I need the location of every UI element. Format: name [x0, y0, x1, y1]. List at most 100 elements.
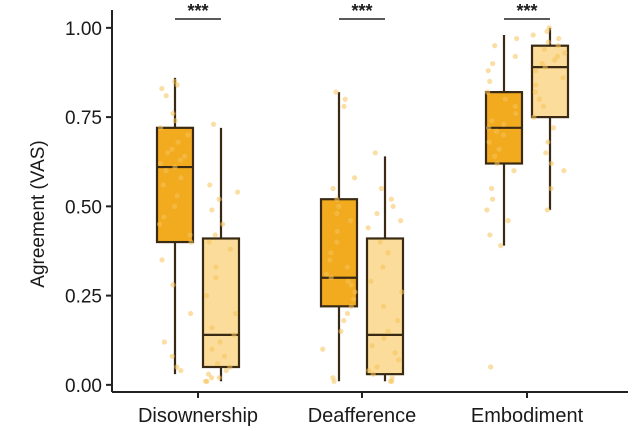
data-point	[498, 243, 504, 249]
data-point	[514, 35, 520, 42]
data-point	[330, 185, 336, 192]
y-tick-label: 0.50	[65, 197, 102, 218]
data-point	[344, 264, 350, 270]
data-point	[487, 232, 493, 238]
data-points	[365, 150, 405, 384]
data-point	[235, 189, 241, 195]
data-point	[385, 250, 391, 256]
data-point	[209, 325, 215, 331]
data-point	[223, 367, 229, 374]
data-point	[344, 310, 351, 317]
data-point	[323, 271, 330, 277]
data-point	[336, 203, 342, 209]
data-point	[372, 150, 378, 156]
data-point	[169, 146, 175, 152]
y-tick-label: 0.25	[65, 287, 102, 308]
data-point	[157, 221, 163, 227]
data-point	[395, 357, 402, 363]
box-a	[319, 89, 359, 384]
data-point	[562, 50, 568, 56]
x-axis: Disownership Deafference Embodiment	[112, 391, 628, 427]
data-point	[342, 96, 348, 102]
data-point	[545, 39, 551, 45]
data-point	[216, 196, 222, 202]
data-point	[351, 175, 358, 181]
data-point	[501, 132, 507, 138]
data-point	[532, 68, 539, 74]
data-point	[334, 239, 340, 245]
data-point	[489, 118, 495, 124]
data-point	[341, 317, 347, 324]
data-point	[157, 125, 164, 131]
data-point	[174, 82, 180, 88]
data-point	[533, 82, 539, 88]
data-point	[486, 125, 492, 131]
data-point	[165, 150, 171, 156]
box-body	[319, 198, 359, 308]
data-point	[366, 367, 372, 374]
data-point	[232, 310, 239, 317]
data-point	[556, 35, 562, 42]
data-point	[227, 364, 233, 370]
x-category-label: Embodiment	[471, 405, 584, 427]
data-point	[561, 168, 567, 174]
data-point	[333, 89, 339, 95]
data-point	[341, 103, 347, 109]
data-point	[385, 328, 391, 334]
data-point	[541, 46, 548, 52]
data-point	[490, 60, 496, 67]
data-point	[187, 310, 194, 317]
x-category-label: Deafference	[308, 405, 417, 427]
data-point	[548, 160, 554, 167]
data-point	[501, 121, 507, 127]
data-point	[334, 210, 340, 217]
box-a	[155, 77, 195, 375]
data-point	[175, 139, 181, 145]
data-point	[160, 182, 166, 188]
box-group-disownership	[155, 77, 241, 384]
data-point	[390, 203, 396, 209]
data-point	[539, 60, 545, 67]
data-point	[220, 221, 226, 227]
data-point	[216, 375, 222, 381]
box-group-embodiment	[484, 25, 570, 370]
data-point	[369, 342, 375, 349]
data-point	[163, 93, 169, 99]
data-point	[159, 257, 165, 263]
data-point	[206, 239, 212, 245]
data-point	[328, 250, 334, 256]
data-point	[505, 218, 511, 224]
data-point	[374, 210, 380, 217]
box-b	[530, 25, 570, 213]
significance-label: ***	[187, 1, 208, 21]
data-point	[513, 110, 519, 117]
box-b	[365, 150, 405, 384]
data-point	[170, 110, 176, 117]
data-point	[370, 371, 376, 377]
data-point	[496, 146, 502, 152]
data-point	[381, 335, 387, 342]
data-point	[502, 96, 508, 102]
box-b	[201, 121, 241, 384]
data-point	[494, 160, 500, 167]
data-point	[174, 193, 180, 199]
data-point	[544, 28, 550, 35]
data-point	[388, 196, 394, 202]
data-point	[512, 103, 518, 109]
y-tick-label: 0.75	[65, 108, 102, 129]
data-point	[531, 114, 537, 120]
data-point	[221, 353, 228, 359]
data-point	[177, 157, 183, 163]
data-point	[187, 232, 193, 238]
data-point	[204, 293, 210, 299]
data-point	[227, 246, 233, 252]
data-point	[334, 196, 340, 202]
data-point	[172, 164, 178, 170]
data-point	[374, 364, 380, 370]
data-point	[348, 282, 354, 288]
data-point	[182, 153, 188, 159]
data-point	[338, 328, 344, 334]
box-body	[530, 44, 570, 119]
data-point	[378, 185, 384, 192]
